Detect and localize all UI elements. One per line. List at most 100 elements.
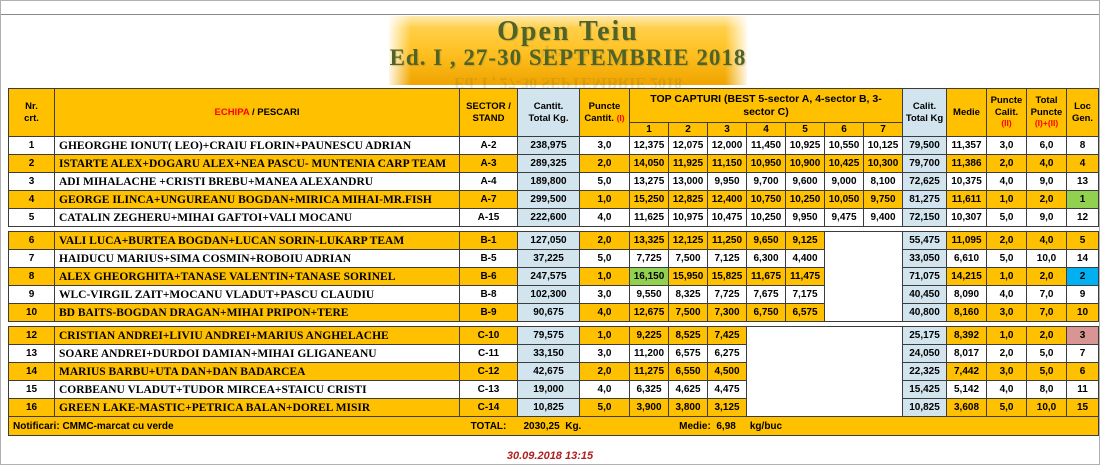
capture-cell: 11,675 bbox=[746, 267, 786, 286]
capture-cell: 10,750 bbox=[746, 190, 786, 209]
calit-total-cell: 81,275 bbox=[902, 190, 948, 209]
total-puncte-cell: 2,0 bbox=[1026, 190, 1068, 209]
calit-total-cell: 79,700 bbox=[902, 154, 948, 173]
cantit-total-cell: 222,600 bbox=[517, 208, 580, 227]
sector-stand-cell: C-12 bbox=[459, 362, 518, 381]
sector-stand-cell: A-4 bbox=[459, 172, 518, 191]
capture-cell: 10,125 bbox=[862, 136, 904, 155]
table-row: 3 ADI MIHALACHE +CRISTI BREBU+MANEA ALEXA… bbox=[8, 172, 1099, 191]
puncte-calit-cell: 3,0 bbox=[986, 303, 1028, 322]
row-number-cell: 13 bbox=[8, 344, 55, 363]
capture-cell: 11,450 bbox=[746, 136, 786, 155]
cantit-total-cell: 238,975 bbox=[517, 136, 580, 155]
table-row: 8 ALEX GHEORGHITA+TANASE VALENTIN+TANASE … bbox=[8, 267, 1099, 286]
sector-stand-cell: A-15 bbox=[459, 208, 518, 227]
capture-cell: 10,050 bbox=[824, 190, 864, 209]
sector-stand-cell: A-2 bbox=[459, 136, 518, 155]
loc-gen-cell: 1 bbox=[1066, 190, 1099, 209]
puncte-calit-cell: 3,0 bbox=[986, 362, 1028, 381]
capture-cell: 10,950 bbox=[746, 154, 786, 173]
puncte-cantit-cell: 1,0 bbox=[579, 326, 630, 345]
cantit-total-cell: 247,575 bbox=[517, 267, 580, 286]
capture-cell: 6,550 bbox=[668, 362, 708, 381]
capture-cell: 9,750 bbox=[862, 190, 904, 209]
header-nr-crt: Nr. crt. bbox=[8, 88, 55, 137]
calit-total-cell: 72,625 bbox=[902, 172, 948, 191]
total-value-cell: 2030,25 Kg. bbox=[517, 416, 630, 436]
empty-captures-area bbox=[745, 326, 904, 417]
capture-cell: 9,600 bbox=[785, 172, 825, 191]
capture-cell: 10,300 bbox=[862, 154, 904, 173]
capture-cell: 11,150 bbox=[707, 154, 747, 173]
loc-gen-cell: 4 bbox=[1066, 154, 1099, 173]
team-name-cell: CRISTIAN ANDREI+LIVIU ANDREI+MARIUS ANGH… bbox=[54, 326, 460, 345]
loc-gen-cell: 5 bbox=[1066, 231, 1099, 250]
loc-gen-cell: 7 bbox=[1066, 344, 1099, 363]
puncte-cantit-cell: 2,0 bbox=[579, 154, 630, 173]
table-row: 13 SOARE ANDREI+DURDOI DAMIAN+MIHAI GLIGA… bbox=[8, 344, 1099, 363]
capture-cell: 6,575 bbox=[668, 344, 708, 363]
puncte-cantit-cell: 5,0 bbox=[579, 398, 630, 417]
puncte-calit-cell: 2,0 bbox=[986, 154, 1028, 173]
medie-cell: 8,017 bbox=[946, 344, 988, 363]
total-puncte-cell: 7,0 bbox=[1026, 285, 1068, 304]
calit-total-cell: 40,800 bbox=[902, 303, 948, 322]
table-row: 7 HAIDUCU MARIUS+SIMA COSMIN+ROBOIU ADRIA… bbox=[8, 249, 1099, 268]
capture-col-3: 3 bbox=[707, 122, 747, 137]
capture-cell: 11,625 bbox=[629, 208, 669, 227]
header-sector-stand: SECTOR / STAND bbox=[459, 88, 518, 137]
team-name-cell: SOARE ANDREI+DURDOI DAMIAN+MIHAI GLIGANE… bbox=[54, 344, 460, 363]
capture-cell: 7,675 bbox=[746, 285, 786, 304]
capture-cell: 4,475 bbox=[707, 380, 747, 399]
capture-cell: 6,575 bbox=[785, 303, 825, 322]
top-divider-line bbox=[1, 14, 1099, 15]
puncte-calit-cell: 4,0 bbox=[986, 380, 1028, 399]
capture-cell: 12,375 bbox=[629, 136, 669, 155]
capture-col-6: 6 bbox=[824, 122, 864, 137]
capture-cell: 10,975 bbox=[668, 208, 708, 227]
capture-cell: 9,400 bbox=[862, 208, 904, 227]
capture-cell: 4,500 bbox=[707, 362, 747, 381]
capture-cell: 9,125 bbox=[785, 231, 825, 250]
team-name-cell: BD BAITS-BOGDAN DRAGAN+MIHAI PRIPON+TERE bbox=[54, 303, 460, 322]
loc-gen-cell: 9 bbox=[1066, 285, 1099, 304]
sector-stand-cell: B-6 bbox=[459, 267, 518, 286]
sector-stand-cell: C-13 bbox=[459, 380, 518, 399]
sector-stand-cell: C-14 bbox=[459, 398, 518, 417]
table-header: Nr. crt. ECHIPA / PESCARI SECTOR / STAND… bbox=[8, 88, 1099, 137]
row-number-cell: 12 bbox=[8, 326, 55, 345]
capture-cell: 15,825 bbox=[707, 267, 747, 286]
medie-cell: 10,375 bbox=[946, 172, 988, 191]
cantit-total-cell: 33,150 bbox=[517, 344, 580, 363]
sector-stand-cell: B-1 bbox=[459, 231, 518, 250]
table-row: 9 WLC-VIRGIL ZAIT+MOCANU VLADUT+PASCU CLA… bbox=[8, 285, 1099, 304]
cantit-total-cell: 42,675 bbox=[517, 362, 580, 381]
table-row: 6 VALI LUCA+BURTEA BOGDAN+LUCAN SORIN-LUK… bbox=[8, 231, 1099, 322]
puncte-cantit-cell: 2,0 bbox=[579, 231, 630, 250]
calit-total-cell: 10,825 bbox=[902, 398, 948, 417]
loc-gen-cell: 2 bbox=[1066, 267, 1099, 286]
row-number-cell: 1 bbox=[8, 136, 55, 155]
row-number-cell: 10 bbox=[8, 303, 55, 322]
results-table: Nr. crt. ECHIPA / PESCARI SECTOR / STAND… bbox=[8, 88, 1099, 436]
puncte-calit-cell: 5,0 bbox=[986, 249, 1028, 268]
total-puncte-cell: 8,0 bbox=[1026, 380, 1068, 399]
header-puncte-calit: Puncte Calit. (II) bbox=[986, 88, 1028, 137]
calit-total-cell: 79,500 bbox=[902, 136, 948, 155]
medie-cell: 8,090 bbox=[946, 285, 988, 304]
row-number-cell: 5 bbox=[8, 208, 55, 227]
loc-gen-cell: 11 bbox=[1066, 380, 1099, 399]
puncte-calit-cell: 5,0 bbox=[986, 398, 1028, 417]
capture-cell: 11,200 bbox=[629, 344, 669, 363]
capture-cell: 6,275 bbox=[707, 344, 747, 363]
medie-cell: 11,095 bbox=[946, 231, 988, 250]
medie-cell: 10,307 bbox=[946, 208, 988, 227]
table-row: 2 ISTARTE ALEX+DOGARU ALEX+NEA PASCU- MUN… bbox=[8, 154, 1099, 173]
capture-cell: 10,900 bbox=[785, 154, 825, 173]
calit-total-cell: 15,425 bbox=[902, 380, 948, 399]
row-number-cell: 9 bbox=[8, 285, 55, 304]
event-edition-subtitle: Ed. I , 27-30 SEPTEMBRIE 2018 bbox=[389, 45, 747, 70]
puncte-cantit-cell: 3,0 bbox=[579, 136, 630, 155]
puncte-cantit-cell: 2,0 bbox=[579, 362, 630, 381]
